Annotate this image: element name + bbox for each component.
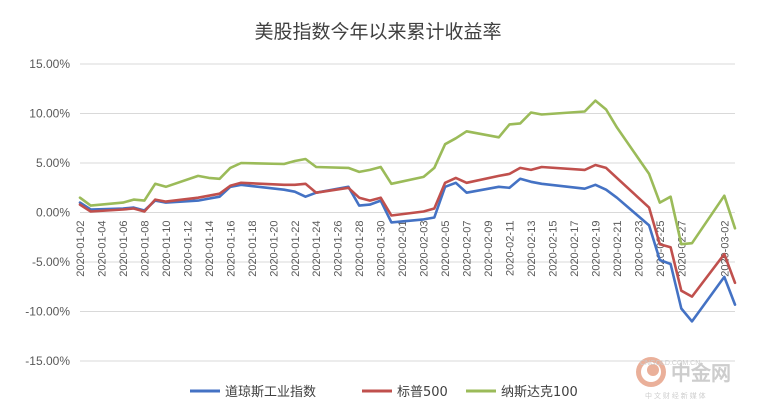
x-tick-label: 2020-01-30: [376, 221, 388, 277]
x-tick-label: 2020-02-11: [505, 221, 517, 276]
x-tick-label: 2020-02-03: [419, 221, 431, 277]
x-tick-label: 2020-02-23: [633, 221, 645, 277]
x-tick-label: 2020-02-17: [569, 221, 581, 277]
x-tick-label: 2020-01-10: [161, 221, 173, 277]
series-line-2: [78, 99, 737, 246]
grid-lines: [80, 63, 735, 362]
series-line-0: [78, 177, 737, 323]
x-tick-label: 2020-01-02: [75, 221, 87, 277]
y-tick-label: 0.00%: [36, 206, 70, 220]
x-tick-label: 2020-02-05: [440, 221, 452, 277]
x-tick-label: 2020-02-07: [462, 221, 474, 277]
y-tick-label: -5.00%: [32, 255, 70, 269]
watermark-slogan: 中 文 财 经 新 媒 体: [645, 391, 706, 400]
x-tick-label: 2020-01-14: [204, 221, 216, 277]
y-tick-label: 5.00%: [36, 156, 70, 170]
x-tick-label: 2020-01-08: [139, 221, 151, 277]
x-tick-label: 2020-01-04: [96, 221, 108, 277]
x-tick-label: 2020-02-09: [483, 221, 495, 277]
x-tick-label: 2020-02-21: [612, 221, 624, 277]
y-axis: 15.00% 10.00% 5.00% 0.00% -5.00% -10.00% -15.0…: [25, 57, 70, 368]
x-tick-label: 2020-01-22: [290, 221, 302, 277]
y-tick-label: 10.00%: [29, 107, 70, 121]
series-lines: [78, 99, 737, 323]
x-tick-label: 2020-02-15: [547, 221, 559, 277]
legend-label-dow: 道琼斯工业指数: [225, 385, 316, 400]
chart-title: 美股指数今年以来累计收益率: [254, 21, 501, 43]
legend-label-nasdaq100: 纳斯达克100: [501, 385, 578, 400]
watermark-url: CNGOLD.COM.CN: [640, 360, 700, 367]
x-axis: 2020-01-02 2020-01-04 2020-01-06 2020-01-08…: [75, 221, 731, 277]
x-tick-label: 2020-01-28: [354, 221, 366, 277]
x-tick-label: 2020-01-20: [268, 221, 280, 277]
watermark-name: 中金网: [671, 361, 731, 385]
x-tick-label: 2020-01-26: [333, 221, 345, 277]
x-tick-label: 2020-02-01: [397, 221, 409, 277]
legend: 道琼斯工业指数 标普500 纳斯达克100: [190, 385, 578, 400]
series-line-1: [78, 163, 737, 298]
watermark-logo-icon: [636, 357, 666, 387]
legend-item-dow: 道琼斯工业指数: [190, 385, 316, 400]
legend-label-sp500: 标普500: [397, 385, 448, 400]
x-tick-label: 2020-01-06: [118, 221, 130, 277]
watermark: 中金网 CNGOLD.COM.CN 中 文 财 经 新 媒 体: [636, 357, 731, 400]
y-tick-label: -15.00%: [25, 354, 70, 368]
x-tick-label: 2020-01-24: [311, 221, 323, 277]
x-tick-label: 2020-01-18: [247, 221, 259, 277]
legend-item-nasdaq100: 纳斯达克100: [466, 385, 578, 400]
y-tick-label: -10.00%: [25, 305, 70, 319]
x-tick-label: 2020-02-13: [526, 221, 538, 277]
x-tick-label: 2020-02-19: [590, 221, 602, 277]
x-tick-label: 2020-01-16: [225, 221, 237, 277]
legend-item-sp500: 标普500: [362, 385, 448, 400]
x-tick-label: 2020-01-12: [182, 221, 194, 277]
y-tick-label: 15.00%: [29, 57, 70, 71]
